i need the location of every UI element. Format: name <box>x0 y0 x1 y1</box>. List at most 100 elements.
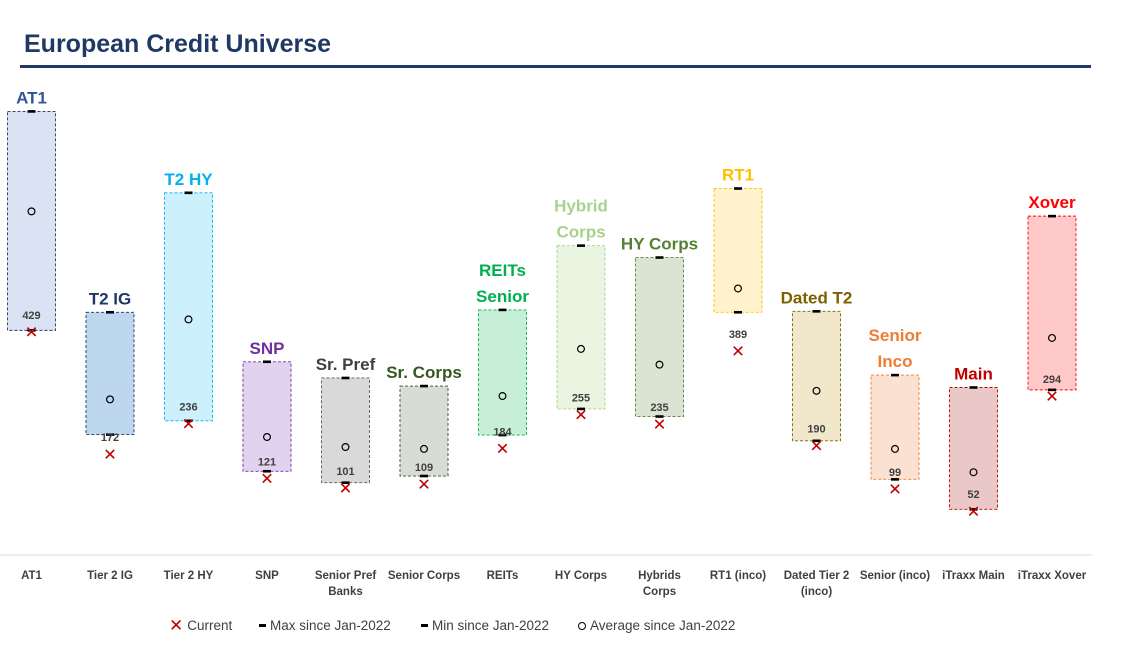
group-label-tier-2-ig: T2 IG <box>89 289 132 308</box>
legend-label-min: Min since Jan-2022 <box>432 618 550 633</box>
range-box-dated-tier-2-inco- <box>792 310 841 442</box>
range-box-rt1-inco- <box>713 188 763 313</box>
legend-item-current: ✕ Current <box>169 615 233 635</box>
average-marker-reits <box>498 392 507 401</box>
average-marker-rt1-inco- <box>733 284 742 293</box>
current-marker-reits <box>497 443 508 454</box>
group-label-dated-tier-2-inco-: Dated T2 <box>781 288 853 307</box>
current-value-label-at1: 429 <box>22 310 40 322</box>
dash-icon <box>421 624 428 627</box>
group-label-tier-2-hy: T2 HY <box>164 170 213 189</box>
group-label-at1: AT1 <box>16 88 47 107</box>
current-value-label-hy-corps: 255 <box>572 393 590 405</box>
legend-label-max: Max since Jan-2022 <box>270 618 391 633</box>
range-box-snp <box>242 361 292 472</box>
current-marker-senior-pref-banks <box>340 483 351 493</box>
current-value-label-tier-2-hy: 236 <box>179 402 197 414</box>
group-label-rt1-inco-: RT1 <box>722 166 754 185</box>
range-box-senior-pref-banks <box>321 377 370 484</box>
current-marker-rt1-inco- <box>733 346 743 356</box>
group-label-hybrids-corps: HY Corps <box>621 235 698 254</box>
current-value-label-tier-2-ig: 172 <box>101 432 119 444</box>
category-label-rt1-inco-: RT1 (inco) <box>710 570 766 582</box>
current-marker-senior-inco- <box>890 484 900 494</box>
range-box-hybrids-corps <box>635 257 684 417</box>
average-marker-senior-inco- <box>890 444 899 453</box>
current-marker-itraxx-main <box>968 506 979 517</box>
category-label-hybrids-corps: Hybrids <box>638 570 681 582</box>
current-marker-tier-2-ig <box>105 449 115 459</box>
current-value-label-senior-corps: 109 <box>415 462 433 474</box>
range-box-itraxx-main <box>949 387 998 510</box>
current-marker-senior-corps <box>419 479 429 489</box>
cross-icon: ✕ <box>169 615 184 635</box>
category-label-snp: SNP <box>255 570 279 582</box>
range-box-senior-inco- <box>870 374 920 480</box>
category-label-hybrids-corps: Corps <box>643 586 676 598</box>
category-label-senior-corps: Senior Corps <box>388 570 460 582</box>
category-label-senior-pref-banks: Senior Pref <box>315 570 377 582</box>
category-label-tier-2-ig: Tier 2 IG <box>87 570 133 582</box>
average-marker-tier-2-hy <box>184 315 193 324</box>
current-value-label-reits: 184 <box>493 426 512 438</box>
current-value-label-itraxx-xover: 294 <box>1043 374 1062 386</box>
average-marker-senior-pref-banks <box>341 442 350 451</box>
chart-marks: 429 AT1 AT1 172 T2 IG Tier 2 IG 236 T2 HY Tier 2… <box>7 88 1087 598</box>
current-value-label-senior-pref-banks: 101 <box>336 466 354 478</box>
range-box-itraxx-xover <box>1027 215 1077 391</box>
category-label-at1: AT1 <box>21 570 42 582</box>
current-value-label-itraxx-main: 52 <box>967 489 979 501</box>
legend-item-max: Max since Jan-2022 <box>259 618 391 633</box>
category-label-hy-corps: HY Corps <box>555 570 607 582</box>
category-label-reits: REITs <box>487 570 519 582</box>
legend-label-average: Average since Jan-2022 <box>590 618 736 633</box>
range-box-tier-2-ig <box>85 311 135 436</box>
group-label-senior-inco-: Inco <box>878 352 913 371</box>
group-label-itraxx-xover: Xover <box>1028 193 1076 212</box>
current-value-label-rt1-inco-: 389 <box>729 329 747 341</box>
current-value-label-dated-tier-2-inco-: 190 <box>807 424 825 436</box>
legend-item-min: Min since Jan-2022 <box>421 618 549 633</box>
average-marker-dated-tier-2-inco- <box>812 386 821 395</box>
average-marker-hybrids-corps <box>655 360 664 369</box>
group-label-snp: SNP <box>250 339 285 358</box>
category-label-itraxx-main: iTraxx Main <box>942 570 1005 582</box>
group-label-senior-inco-: Senior <box>869 326 922 345</box>
chart-title: European Credit Universe <box>24 30 332 58</box>
current-marker-snp <box>262 473 272 484</box>
group-label-senior-corps: Sr. Corps <box>386 363 462 382</box>
current-marker-itraxx-xover <box>1047 391 1057 401</box>
range-box-reits <box>478 309 527 436</box>
average-marker-itraxx-main <box>969 468 978 477</box>
title-underline <box>20 65 1091 68</box>
legend-item-average: Average since Jan-2022 <box>578 618 735 633</box>
category-label-dated-tier-2-inco-: (inco) <box>801 586 832 598</box>
category-label-senior-inco-: Senior (inco) <box>860 570 930 582</box>
group-label-itraxx-main: Main <box>954 364 993 383</box>
average-marker-senior-corps <box>420 444 429 453</box>
legend-label-current: Current <box>187 618 233 633</box>
current-marker-tier-2-hy <box>183 418 194 429</box>
average-marker-hy-corps <box>576 344 585 353</box>
current-marker-hybrids-corps <box>654 419 665 429</box>
average-marker-itraxx-xover <box>1047 333 1056 342</box>
range-box-hy-corps <box>556 245 606 410</box>
current-value-label-senior-inco-: 99 <box>889 467 901 479</box>
category-label-tier-2-hy: Tier 2 HY <box>164 570 214 582</box>
category-label-dated-tier-2-inco-: Dated Tier 2 <box>784 570 850 582</box>
category-label-itraxx-xover: iTraxx Xover <box>1018 570 1087 582</box>
group-label-hy-corps: Corps <box>556 223 605 242</box>
category-label-senior-pref-banks: Banks <box>328 586 363 598</box>
legend: ✕ Current Max since Jan-2022 Min since J… <box>0 615 1124 638</box>
range-chart: 429 AT1 AT1 172 T2 IG Tier 2 IG 236 T2 HY Tier 2… <box>0 88 1092 598</box>
dash-icon <box>259 624 266 627</box>
average-marker-tier-2-ig <box>105 395 114 404</box>
current-marker-hy-corps <box>576 409 586 420</box>
current-marker-at1 <box>26 327 37 337</box>
current-value-label-hybrids-corps: 235 <box>650 402 668 414</box>
range-box-senior-corps <box>399 385 449 477</box>
current-marker-dated-tier-2-inco- <box>811 440 822 451</box>
range-box-tier-2-hy <box>164 192 213 422</box>
group-label-reits: Senior <box>476 287 529 306</box>
group-label-reits: REITs <box>479 261 526 280</box>
